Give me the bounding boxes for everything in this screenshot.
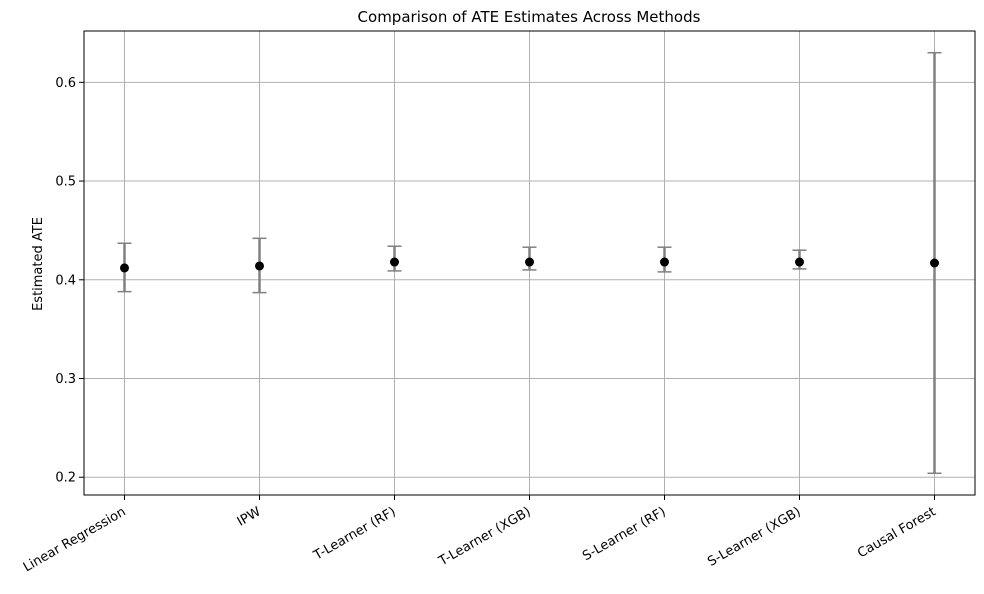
ate-point: [660, 257, 669, 267]
x-tick-label: IPW: [235, 504, 264, 529]
axis-ticks: Linear Regression IPW T-Learner (RF) T-Lear…: [21, 76, 939, 575]
ate-point: [390, 257, 399, 267]
y-axis-label: Estimated ATE: [31, 217, 46, 311]
ate-point: [795, 257, 804, 267]
ate-point: [525, 257, 534, 267]
x-tick-label: S-Learner (RF): [580, 504, 668, 564]
x-tick-label: T-Learner (XGB): [436, 504, 534, 569]
y-tick-label: 0.3: [55, 372, 76, 387]
x-tick-label: T-Learner (RF): [311, 504, 399, 563]
ate-point: [255, 261, 264, 271]
x-tick-label: Causal Forest: [855, 504, 938, 561]
y-tick-label: 0.5: [55, 175, 76, 190]
x-tick-label: Linear Regression: [21, 504, 129, 575]
y-tick-label: 0.6: [55, 76, 76, 91]
ate-point: [930, 258, 939, 268]
y-tick-label: 0.4: [55, 273, 76, 288]
data-points: [120, 257, 939, 273]
chart-title: Comparison of ATE Estimates Across Metho…: [358, 8, 701, 26]
x-tick-label: S-Learner (XGB): [705, 504, 803, 569]
ate-point: [120, 263, 129, 273]
y-tick-label: 0.2: [55, 471, 76, 486]
